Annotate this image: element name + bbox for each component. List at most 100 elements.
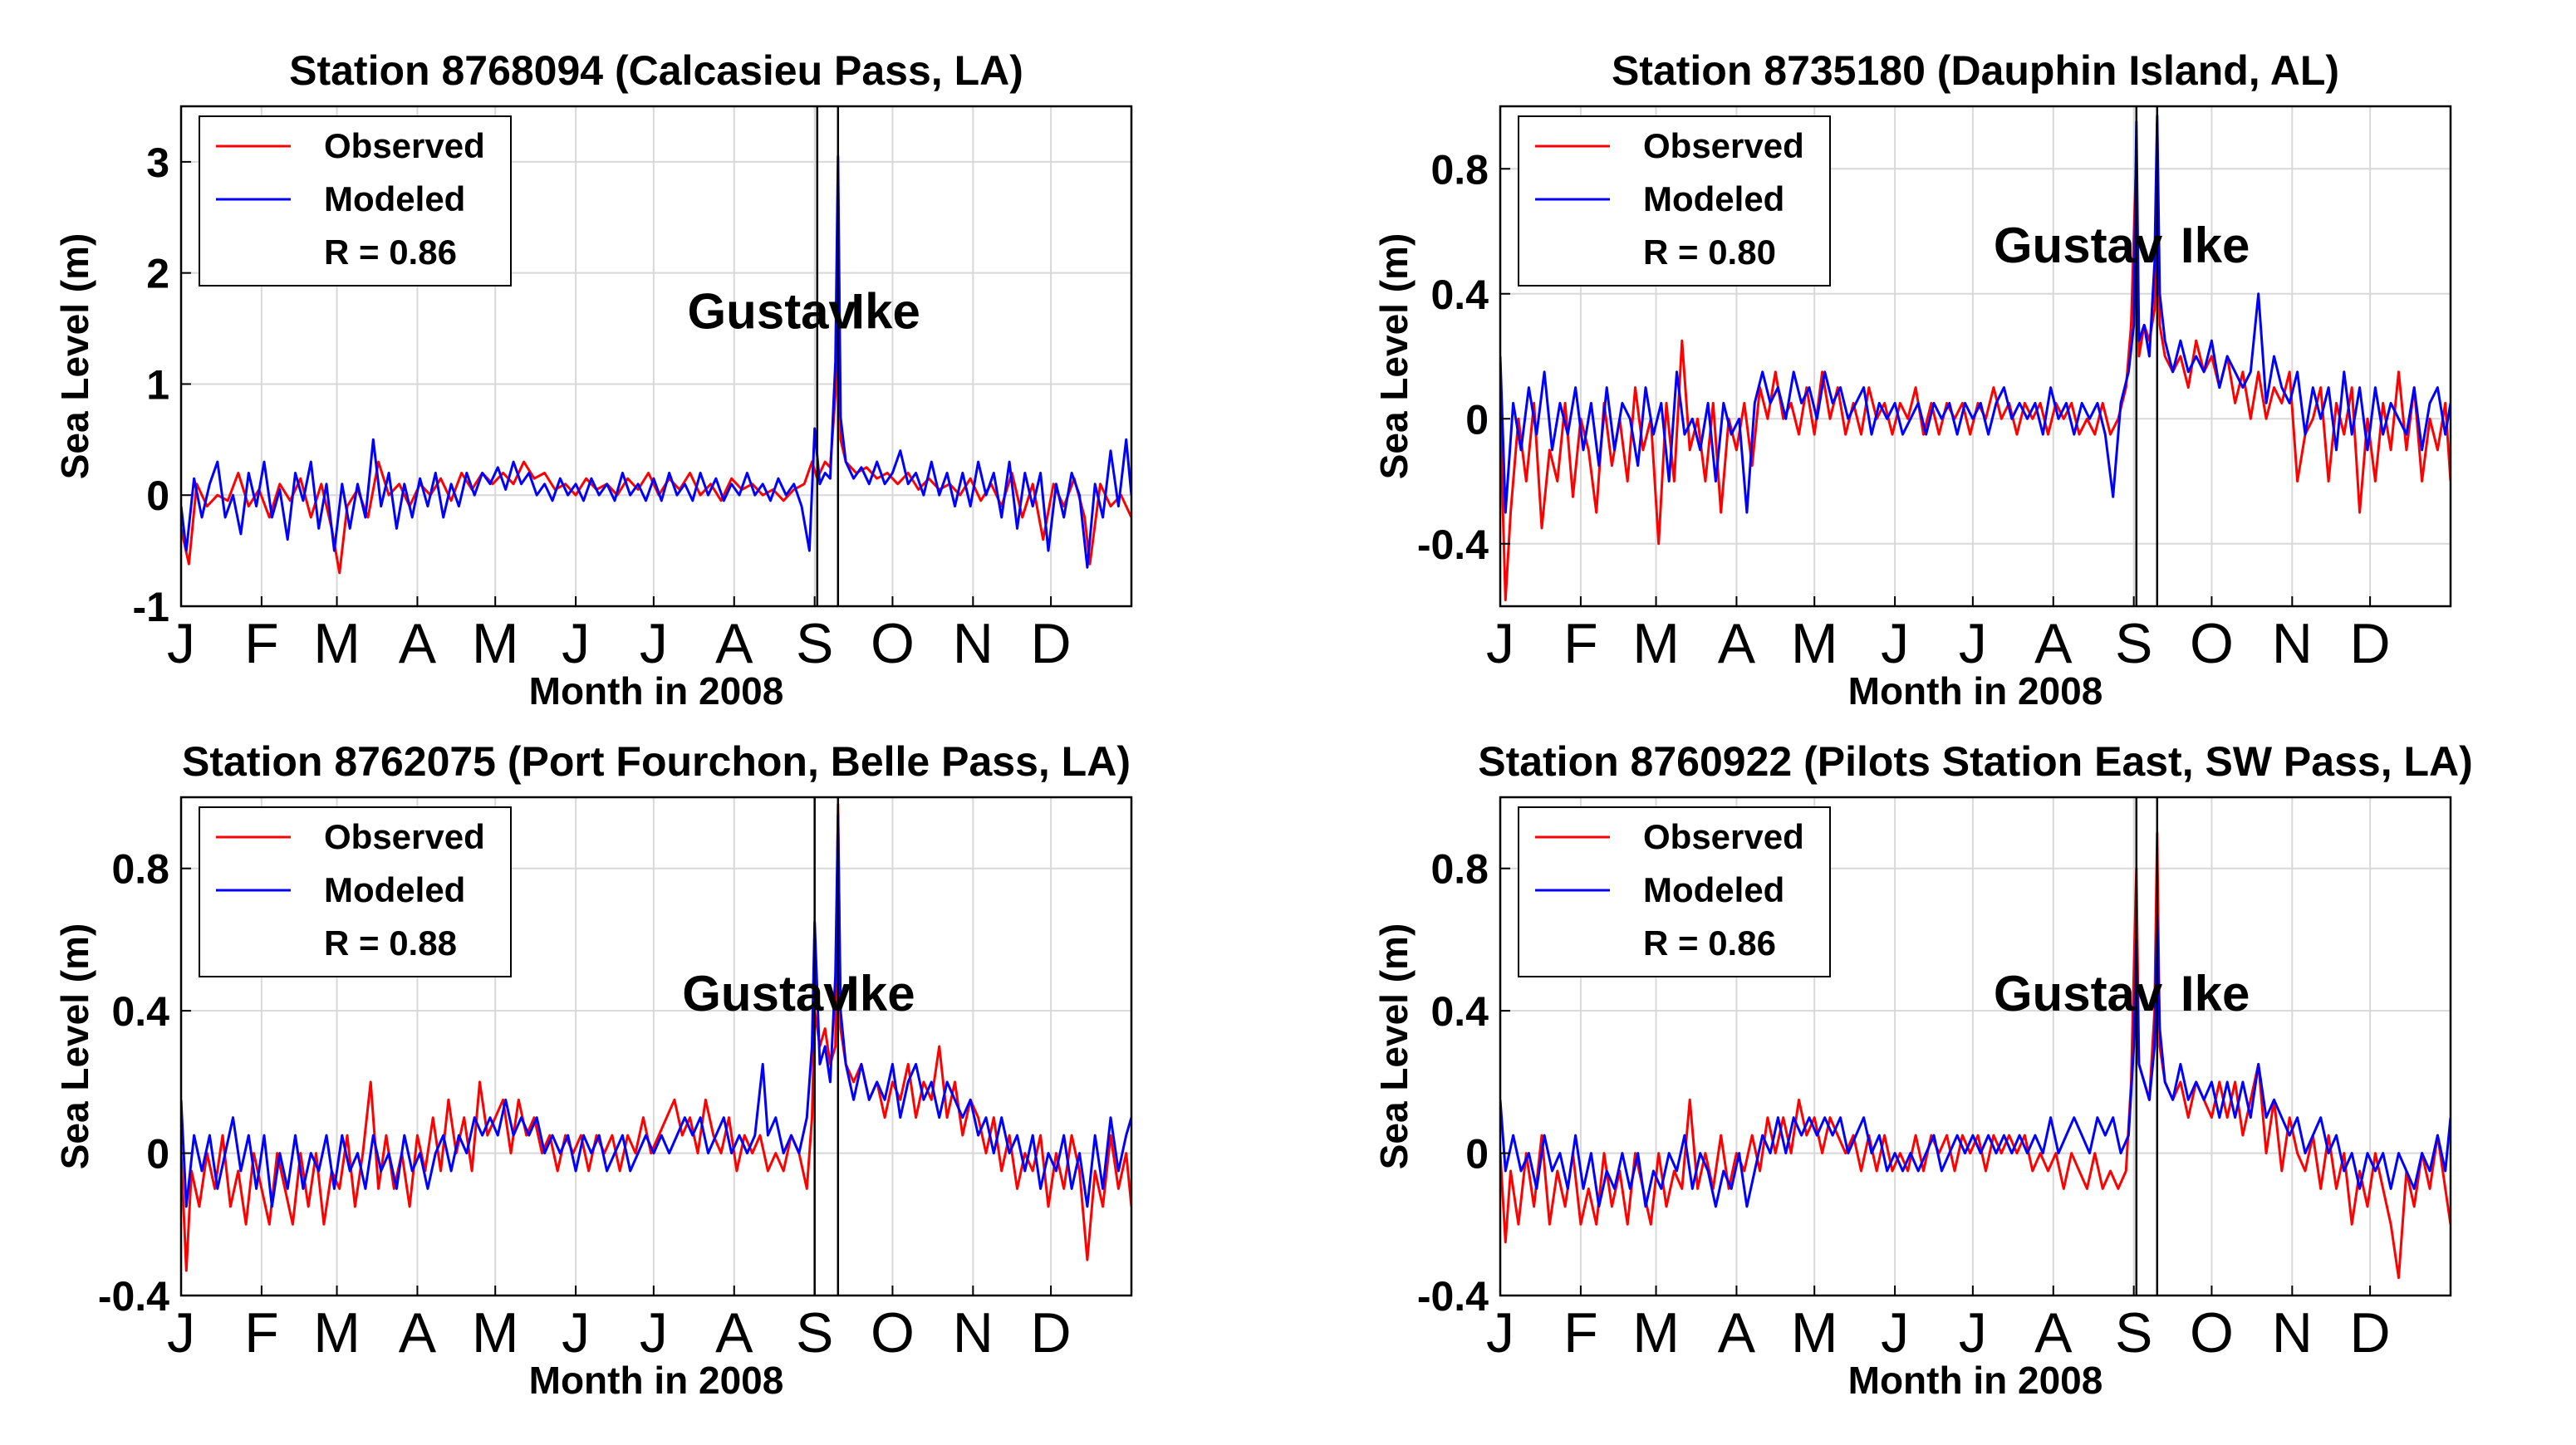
x-tick-label: A	[715, 1301, 753, 1364]
legend-box	[199, 806, 512, 977]
x-axis-label: Month in 2008	[529, 1359, 784, 1402]
x-tick-label: F	[244, 1301, 279, 1364]
x-tick-label: J	[640, 1301, 668, 1364]
y-axis-label: Sea Level (m)	[1372, 923, 1416, 1170]
x-tick-label: A	[715, 612, 753, 675]
annotation-ike: Ike	[846, 966, 915, 1021]
annotation-ike: Ike	[851, 284, 920, 340]
legend-label-modeled: Modeled	[324, 179, 465, 218]
y-axis-label: Sea Level (m)	[53, 923, 96, 1170]
axes-frame	[179, 796, 1133, 1297]
legend: Observed Modeled R = 0.80	[1518, 115, 1831, 287]
legend-box	[199, 115, 512, 287]
series-line-modeled	[1500, 114, 2451, 514]
x-tick-label: J	[640, 612, 668, 675]
legend: Observed Modeled R = 0.88	[199, 806, 512, 977]
legend-box	[1518, 806, 1831, 977]
chart-title: Station 8768094 (Calcasieu Pass, LA)	[289, 47, 1023, 94]
y-tick-label: 0	[146, 1131, 169, 1178]
series-line-observed	[1500, 120, 2451, 601]
y-tick-label: 0.8	[1430, 146, 1489, 193]
annotation-gustav: Gustav	[688, 284, 857, 340]
y-tick-label: 0.8	[111, 846, 169, 893]
annotation-ike: Ike	[2181, 218, 2250, 273]
x-tick-label: F	[244, 612, 279, 675]
x-tick-label: J	[1486, 612, 1514, 675]
x-tick-label: O	[2190, 612, 2234, 675]
x-tick-label: M	[472, 612, 519, 675]
y-tick-label: -0.4	[98, 1273, 169, 1320]
x-tick-label: S	[796, 612, 833, 675]
x-tick-label: D	[1031, 1301, 1072, 1364]
x-tick-label: A	[1718, 612, 1756, 675]
y-tick-label: -1	[133, 584, 169, 630]
x-axis-label: Month in 2008	[1848, 669, 2103, 713]
x-tick-label: A	[2034, 1301, 2073, 1364]
y-tick-label: 0	[146, 473, 169, 519]
series-line-modeled	[1500, 913, 2451, 1208]
x-tick-label: J	[1881, 612, 1909, 675]
y-tick-label: 0.4	[111, 988, 169, 1035]
x-axis-label: Month in 2008	[1848, 1359, 2103, 1402]
x-tick-label: J	[1959, 1301, 1987, 1364]
legend-label-modeled: Modeled	[1643, 179, 1784, 218]
legend-label-observed: Observed	[324, 126, 485, 165]
y-tick-label: 0.8	[1430, 846, 1489, 893]
x-tick-label: O	[871, 1301, 915, 1364]
x-tick-label: M	[1791, 1301, 1838, 1364]
y-tick-label: 1	[146, 361, 169, 408]
x-tick-label: S	[796, 1301, 833, 1364]
x-tick-label: M	[472, 1301, 519, 1364]
axes-frame	[1499, 105, 2452, 608]
series-line-modeled	[181, 154, 1131, 569]
x-tick-label: O	[871, 612, 915, 675]
x-tick-label: S	[2115, 1301, 2152, 1364]
x-tick-label: N	[953, 612, 994, 675]
x-tick-label: N	[953, 1301, 994, 1364]
legend-label-observed: Observed	[1643, 817, 1804, 856]
x-tick-label: M	[1632, 1301, 1680, 1364]
axes-frame	[179, 105, 1133, 608]
chart-title: Station 8735180 (Dauphin Island, AL)	[1612, 47, 2339, 94]
x-tick-label: F	[1563, 612, 1598, 675]
y-tick-label: 3	[146, 140, 169, 186]
chart-title: Station 8760922 (Pilots Station East, SW…	[1478, 738, 2473, 785]
x-tick-label: M	[1632, 612, 1680, 675]
x-tick-label: O	[2190, 1301, 2234, 1364]
x-tick-label: J	[1486, 1301, 1514, 1364]
legend-correlation: R = 0.88	[324, 923, 457, 963]
x-tick-label: A	[399, 1301, 437, 1364]
x-tick-label: J	[1959, 612, 1987, 675]
legend-box	[1518, 115, 1831, 287]
x-tick-label: J	[562, 612, 590, 675]
legend: Observed Modeled R = 0.86	[199, 115, 512, 287]
x-tick-label: F	[1563, 1301, 1598, 1364]
x-tick-label: D	[1031, 612, 1072, 675]
legend-correlation: R = 0.86	[1643, 923, 1776, 963]
annotation-gustav: Gustav	[682, 966, 851, 1021]
annotation-gustav: Gustav	[1994, 218, 2163, 273]
x-tick-label: A	[399, 612, 437, 675]
legend-label-observed: Observed	[1643, 126, 1804, 165]
x-tick-label: N	[2272, 1301, 2313, 1364]
y-tick-label: 0	[1465, 1131, 1489, 1178]
y-tick-label: 0	[1465, 396, 1489, 443]
x-tick-label: M	[1791, 612, 1838, 675]
x-tick-label: N	[2272, 612, 2313, 675]
x-tick-label: A	[1718, 1301, 1756, 1364]
x-tick-label: J	[167, 1301, 195, 1364]
x-tick-label: A	[2034, 612, 2073, 675]
x-tick-label: J	[167, 612, 195, 675]
y-tick-label: -0.4	[1417, 1273, 1489, 1320]
legend-label-modeled: Modeled	[324, 870, 465, 909]
axes-frame	[1499, 796, 2452, 1297]
series-line-modeled	[181, 813, 1131, 1208]
x-tick-label: M	[313, 612, 361, 675]
y-tick-label: 2	[146, 251, 169, 297]
legend-correlation: R = 0.86	[324, 233, 457, 272]
series-line-observed	[1500, 831, 2451, 1280]
